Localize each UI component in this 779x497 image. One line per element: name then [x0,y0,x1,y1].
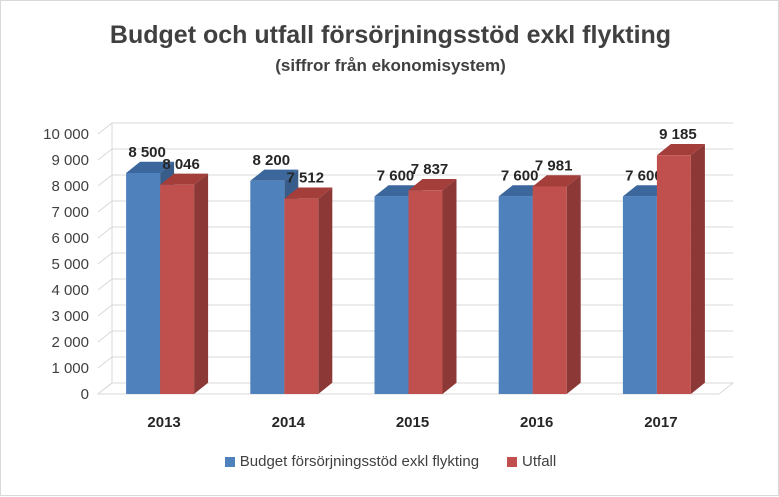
bar-front [126,173,161,394]
legend-item-budget: Budget försörjningsstöd exkl flykting [224,453,480,470]
data-label: 7 600 [377,167,415,184]
bar-top [408,179,457,191]
bar-front [374,196,409,394]
data-label: 7 837 [411,161,449,178]
y-tick-label: 10 000 [43,126,89,143]
data-label: 7 600 [625,167,663,184]
bar-front [408,190,443,394]
legend-label-budget: Budget försörjningsstöd exkl flykting [239,453,480,470]
bar-side [318,187,333,394]
x-tick-label: 2017 [644,414,677,431]
bar-front [622,196,657,394]
bar-front [532,186,567,394]
x-tick-label: 2015 [396,414,429,431]
bar-side [690,143,705,394]
data-label: 9 185 [659,126,697,143]
x-tick-label: 2014 [272,414,306,431]
y-tick-label: 1 000 [51,360,89,377]
data-label: 7 600 [501,167,539,184]
legend-label-utfall: Utfall [522,453,557,470]
data-label: 8 046 [162,156,200,173]
y-tick-label: 0 [81,386,89,403]
y-tick-label: 7 000 [51,204,89,221]
bar-top [160,173,209,185]
bar-top [126,161,175,173]
y-tick-label: 9 000 [51,152,89,169]
bar [284,187,333,394]
bar-front [160,184,195,394]
gridline [97,122,733,135]
legend-item-utfall: Utfall [507,453,556,470]
bar [656,143,705,394]
bar [408,179,457,394]
bar-side [194,173,209,394]
bar-top [284,187,333,199]
bar [532,175,581,394]
y-tick-label: 5 000 [51,256,89,273]
y-tick-label: 8 000 [51,178,89,195]
data-label: 7 512 [287,170,325,187]
chart-subtitle: (siffror från ekonomisystem) [275,56,506,75]
y-tick-label: 2 000 [51,334,89,351]
legend-swatch-budget [224,456,235,467]
bar [160,173,209,394]
bar-front [284,198,319,394]
x-tick-label: 2013 [147,414,180,431]
bar-top [532,175,581,187]
bar-front [656,155,691,394]
x-tick-label: 2016 [520,414,553,431]
chart-title: Budget och utfall försörjningsstöd exkl … [109,21,672,49]
legend: Budget försörjningsstöd exkl flykting Ut… [1,453,779,470]
legend-swatch-utfall [507,456,518,467]
y-tick-label: 4 000 [51,282,89,299]
y-tick-label: 3 000 [51,308,89,325]
bar-front [250,180,285,394]
data-label: 7 981 [535,157,573,174]
bar-top [250,169,299,181]
bar-front [498,196,533,394]
y-tick-label: 6 000 [51,230,89,247]
bar-side [566,175,581,394]
data-label: 8 200 [253,152,291,169]
bar-top [656,143,705,156]
bar-side [442,179,457,394]
data-label: 8 500 [128,144,166,161]
